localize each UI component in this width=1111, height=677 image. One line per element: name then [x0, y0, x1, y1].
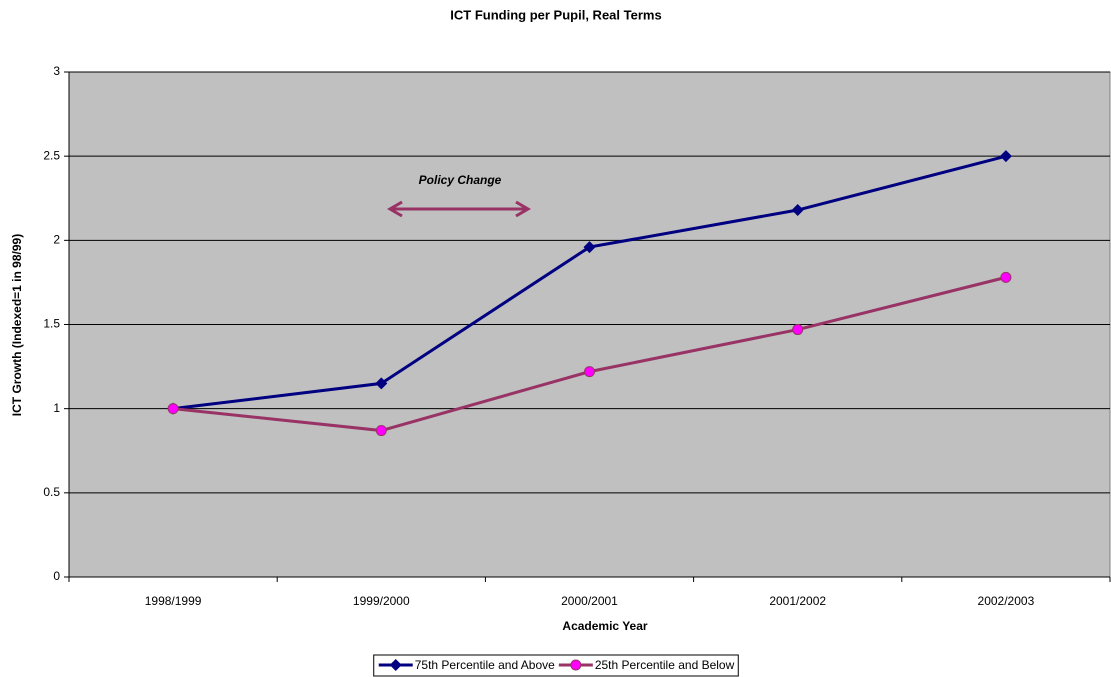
- data-point: [1000, 271, 1012, 283]
- chart-title: ICT Funding per Pupil, Real Terms: [450, 7, 661, 22]
- y-tick-label: 1: [53, 401, 60, 415]
- data-point: [583, 241, 596, 254]
- arrow-head: [387, 200, 403, 218]
- data-point: [375, 425, 387, 437]
- legend-marker: [570, 659, 582, 671]
- legend-label: 75th Percentile and Above: [415, 658, 555, 672]
- x-tick-label: 1999/2000: [353, 594, 410, 608]
- x-tick-label: 1998/1999: [145, 594, 202, 608]
- legend: 75th Percentile and Above 25th Percentile…: [373, 654, 739, 677]
- y-tick-label: 2: [53, 233, 60, 247]
- arrow-head: [515, 200, 531, 218]
- x-tick-label: 2001/2002: [769, 594, 826, 608]
- legend-label: 25th Percentile and Below: [595, 658, 735, 672]
- y-tick-label: 0.5: [43, 485, 60, 499]
- legend-box: [373, 654, 739, 677]
- data-point: [791, 204, 804, 217]
- y-tick-label: 3: [53, 64, 60, 78]
- y-tick-label: 1.5: [43, 317, 60, 331]
- data-point: [167, 403, 179, 415]
- x-tick-label: 2002/2003: [978, 594, 1035, 608]
- legend-marker: [389, 659, 402, 671]
- x-axis-label: Academic Year: [562, 619, 648, 633]
- y-tick-label: 2.5: [43, 148, 60, 162]
- data-point: [584, 366, 595, 378]
- x-tick-label: 2000/2001: [561, 594, 618, 608]
- data-point: [792, 324, 804, 336]
- data-point: [375, 377, 388, 390]
- annotation: Policy Change: [419, 173, 502, 187]
- y-tick-label: 0: [53, 569, 60, 583]
- data-point: [999, 150, 1012, 163]
- y-axis-label: ICT Growth (Indexed=1 in 98/99): [10, 234, 24, 416]
